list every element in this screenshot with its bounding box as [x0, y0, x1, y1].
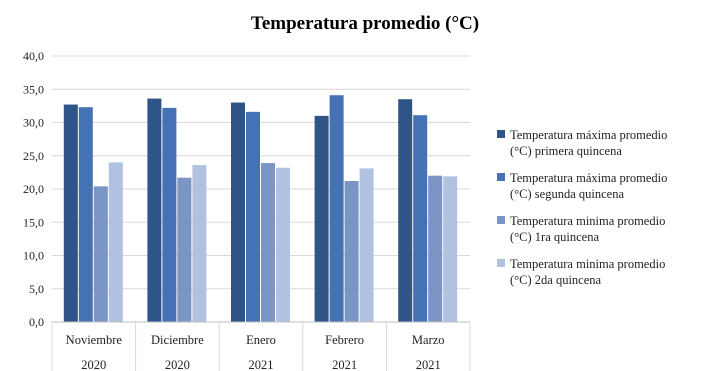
bar [398, 99, 413, 322]
bar [246, 111, 260, 322]
legend: Temperatura máxima promedio (°C) primera … [497, 128, 667, 287]
bar [443, 176, 458, 322]
bar [147, 98, 162, 322]
y-tick-label: 40,0 [23, 49, 44, 63]
x-tick-label: 2021 [416, 358, 441, 371]
legend-swatch [497, 173, 505, 181]
bar [192, 165, 207, 322]
y-tick-label: 10,0 [23, 249, 44, 263]
x-tick-label: 2020 [81, 358, 106, 371]
x-tick-label: Marzo [412, 333, 445, 347]
legend-swatch [497, 216, 505, 224]
y-tick-label: 5,0 [29, 282, 44, 296]
y-tick-label: 0,0 [29, 315, 44, 329]
x-tick-label: 2020 [165, 358, 190, 371]
x-tick-label: Febrero [325, 333, 364, 347]
legend-item: Temperatura minima promedio (°C) 2da quin… [497, 257, 665, 287]
bar [344, 181, 359, 322]
bar [428, 175, 443, 322]
legend-label: Temperatura máxima promedio [510, 171, 667, 185]
bar [359, 168, 374, 322]
legend-label: Temperatura minima promedio [510, 257, 665, 271]
bars [63, 95, 458, 323]
legend-label: (°C) 1ra quincena [510, 230, 599, 244]
legend-label: (°C) primera quincena [510, 144, 622, 158]
y-tick-label: 15,0 [23, 215, 44, 229]
y-tick-label: 25,0 [23, 149, 44, 163]
x-tick-label: Noviembre [66, 333, 123, 347]
x-tick-label: Diciembre [151, 333, 204, 347]
bar [78, 107, 93, 322]
legend-item: Temperatura máxima promedio (°C) primera … [497, 128, 667, 158]
bar [413, 115, 428, 322]
legend-label: Temperatura máxima promedio [510, 128, 667, 142]
bar [162, 107, 177, 323]
bar [108, 162, 123, 322]
bar [314, 115, 329, 322]
y-tick-label: 20,0 [23, 182, 44, 196]
legend-label: (°C) 2da quincena [510, 273, 602, 287]
bar [329, 95, 344, 322]
bar [177, 177, 192, 322]
legend-label: (°C) segunda quincena [510, 187, 624, 201]
x-tick-label: 2021 [249, 358, 274, 371]
chart-title: Temperatura promedio (°C) [251, 13, 479, 34]
legend-label: Temperatura minima promedio [510, 214, 665, 228]
y-tick-label: 35,0 [23, 82, 44, 96]
bar [93, 186, 108, 322]
bar [261, 163, 275, 322]
legend-swatch [497, 259, 505, 267]
legend-swatch [497, 130, 505, 138]
bar [276, 167, 290, 322]
x-tick-label: Enero [246, 333, 276, 347]
y-axis: 0,0 5,0 10,0 15,0 20,0 25,0 30,0 35,0 40,0 [23, 49, 44, 329]
legend-item: Temperatura máxima promedio (°C) segunda … [497, 171, 667, 201]
bar [231, 102, 245, 322]
y-tick-label: 30,0 [23, 116, 44, 130]
x-axis: Noviembre 2020 Diciembre 2020 Enero 2021 Febre… [51, 321, 471, 371]
bar [63, 104, 78, 322]
x-tick-label: 2021 [332, 358, 357, 371]
legend-item: Temperatura minima promedio (°C) 1ra quin… [497, 214, 665, 244]
